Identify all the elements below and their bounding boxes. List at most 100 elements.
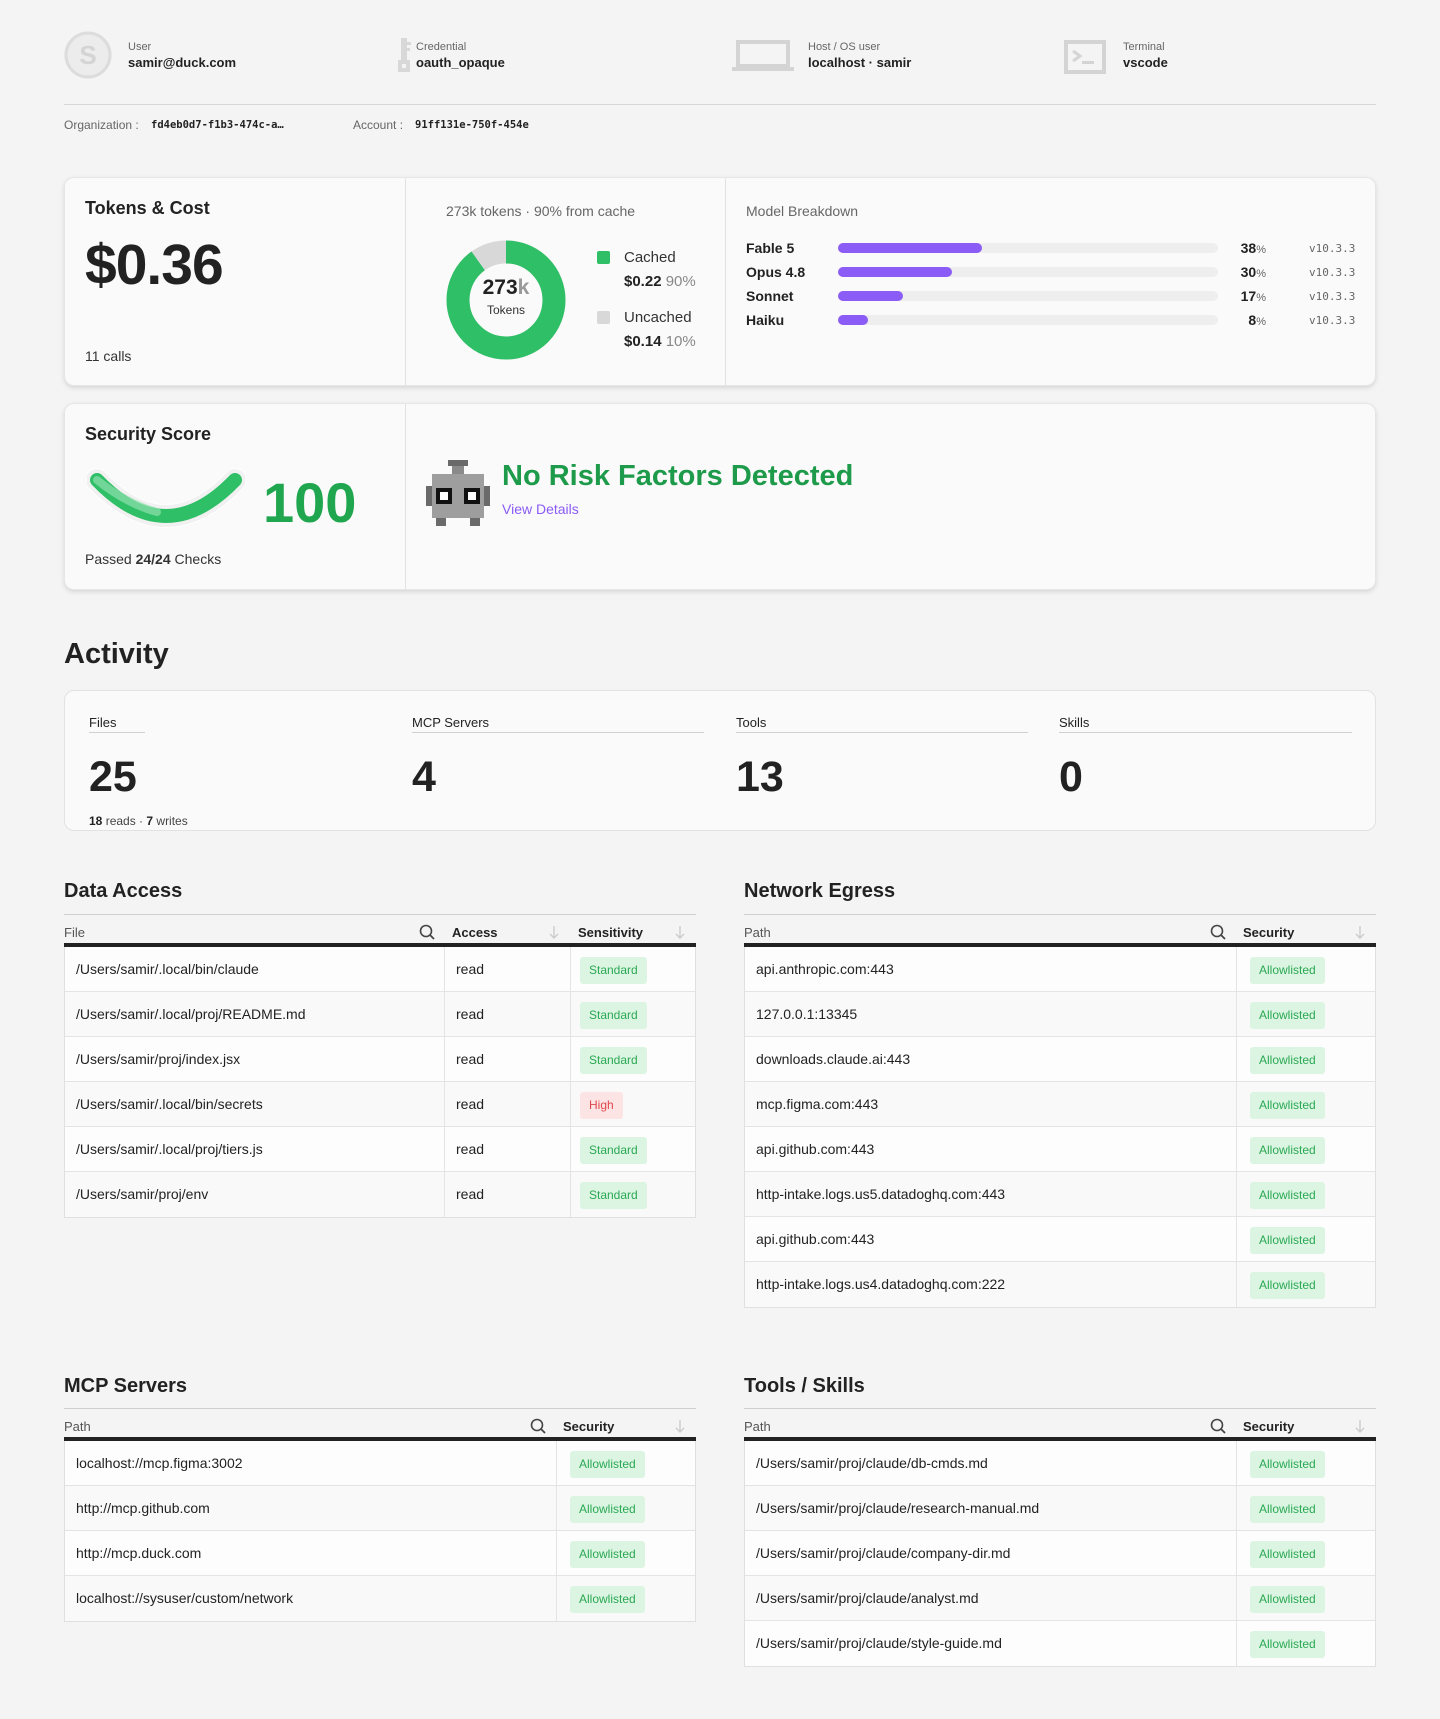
- table-row[interactable]: localhost://sysuser/custom/network Allowl…: [65, 1576, 695, 1621]
- security-card: Security Score 100 Passed 24/24 Checks N…: [64, 403, 1376, 590]
- sort-arrow-icon[interactable]: [1354, 925, 1366, 940]
- model-percent: 38%: [1226, 240, 1266, 256]
- status-badge: Standard: [580, 1002, 647, 1029]
- search-icon[interactable]: [530, 1418, 546, 1434]
- col-path[interactable]: Path: [64, 1419, 91, 1434]
- model-row: Sonnet 17% v10.3.3: [746, 286, 1355, 306]
- search-icon[interactable]: [1210, 924, 1226, 940]
- cell-divider: [444, 992, 445, 1036]
- cached-value-row: $0.22 90%: [624, 273, 696, 290]
- stat-tools-value: 13: [736, 753, 784, 801]
- table-row[interactable]: /Users/samir/proj/claude/analyst.md Allow…: [745, 1576, 1375, 1621]
- table-row[interactable]: api.anthropic.com:443 Allowlisted: [745, 947, 1375, 992]
- model-percent: 8%: [1226, 312, 1266, 328]
- path-cell: localhost://sysuser/custom/network: [76, 1590, 294, 1606]
- security-title: Security Score: [85, 424, 212, 444]
- access-type: read: [456, 1186, 485, 1202]
- col-path[interactable]: Path: [744, 925, 771, 940]
- col-access[interactable]: Access: [452, 925, 498, 940]
- reads-count: 18: [89, 814, 103, 828]
- cell-divider: [570, 1082, 571, 1126]
- view-details-link[interactable]: View Details: [502, 501, 579, 517]
- model-bar-fill: [838, 243, 983, 253]
- status-badge: Allowlisted: [1250, 1586, 1325, 1613]
- table-row[interactable]: localhost://mcp.figma:3002 Allowlisted: [65, 1441, 695, 1486]
- search-icon[interactable]: [1210, 1418, 1226, 1434]
- access-type: read: [456, 961, 485, 977]
- table-row[interactable]: api.github.com:443 Allowlisted: [745, 1127, 1375, 1172]
- table-row[interactable]: /Users/samir/.local/bin/secrets read High: [65, 1082, 695, 1127]
- col-sensitivity[interactable]: Sensitivity: [578, 925, 644, 940]
- cell-divider: [556, 1486, 557, 1530]
- cell-divider: [1236, 947, 1237, 991]
- stat-files-underline: [89, 732, 145, 733]
- sort-arrow-icon[interactable]: [548, 925, 560, 940]
- table-row[interactable]: downloads.claude.ai:443 Allowlisted: [745, 1037, 1375, 1082]
- col-path[interactable]: Path: [744, 1419, 771, 1434]
- table-row[interactable]: /Users/samir/.local/proj/README.md read St…: [65, 992, 695, 1037]
- score-smile-gauge: [87, 468, 245, 528]
- identity-credential: Credential oauth_opaque: [394, 30, 694, 90]
- status-badge: Allowlisted: [570, 1586, 645, 1613]
- table-row[interactable]: /Users/samir/.local/proj/tiers.js read Sta…: [65, 1127, 695, 1172]
- laptop-icon: [732, 40, 794, 71]
- table-row[interactable]: api.github.com:443 Allowlisted: [745, 1217, 1375, 1262]
- security-status-panel: No Risk Factors Detected View Details: [406, 404, 1375, 589]
- data-access-header: File Access Sensitivity: [64, 914, 696, 947]
- col-security[interactable]: Security: [1243, 1419, 1295, 1434]
- status-badge: Allowlisted: [1250, 1227, 1325, 1254]
- terminal-label: Terminal: [1123, 41, 1165, 53]
- user-label: User: [128, 41, 152, 53]
- status-badge: Allowlisted: [1250, 1047, 1325, 1074]
- table-row[interactable]: http://mcp.github.com Allowlisted: [65, 1486, 695, 1531]
- table-row[interactable]: mcp.figma.com:443 Allowlisted: [745, 1082, 1375, 1127]
- path-cell: 127.0.0.1:13345: [756, 1006, 858, 1022]
- uncached-swatch: [597, 311, 610, 324]
- table-row[interactable]: http-intake.logs.us4.datadoghq.com:222 Al…: [745, 1262, 1375, 1307]
- organization-label: Organization :: [64, 118, 139, 132]
- identity-host: Host / OS user localhost · samir: [732, 30, 1032, 90]
- cell-divider: [1236, 1486, 1237, 1530]
- stat-mcp-value: 4: [412, 753, 436, 801]
- col-file[interactable]: File: [64, 925, 85, 940]
- search-icon[interactable]: [419, 924, 435, 940]
- table-row[interactable]: /Users/samir/proj/env read Standard: [65, 1172, 695, 1217]
- model-percent-value: 38: [1240, 240, 1257, 256]
- table-row[interactable]: /Users/samir/proj/claude/research-manual…: [745, 1486, 1375, 1531]
- avatar-letter-icon: S: [64, 31, 112, 79]
- table-row[interactable]: http-intake.logs.us5.datadoghq.com:443 Al…: [745, 1172, 1375, 1217]
- col-security[interactable]: Security: [563, 1419, 615, 1434]
- status-badge: Allowlisted: [1250, 1631, 1325, 1658]
- table-row[interactable]: 127.0.0.1:13345 Allowlisted: [745, 992, 1375, 1037]
- cell-divider: [556, 1531, 557, 1575]
- model-percent: 30%: [1226, 264, 1266, 280]
- network-egress-title: Network Egress: [744, 880, 896, 902]
- status-badge: Allowlisted: [1250, 1002, 1325, 1029]
- model-bar-track: [838, 243, 1218, 253]
- donut-value: 273: [482, 276, 518, 299]
- cell-divider: [556, 1576, 557, 1621]
- model-name: Opus 4.8: [746, 264, 806, 280]
- col-security[interactable]: Security: [1243, 925, 1295, 940]
- identity-user: S User samir@duck.com: [64, 30, 364, 90]
- sort-arrow-icon[interactable]: [674, 925, 686, 940]
- path-cell: http-intake.logs.us5.datadoghq.com:443: [756, 1186, 1006, 1202]
- table-row[interactable]: /Users/samir/proj/claude/db-cmds.md Allow…: [745, 1441, 1375, 1486]
- table-row[interactable]: /Users/samir/proj/index.jsx read Standard: [65, 1037, 695, 1082]
- stat-skills-label: Skills: [1059, 715, 1090, 730]
- status-badge: High: [580, 1092, 623, 1119]
- host-label: Host / OS user: [808, 41, 881, 53]
- sort-arrow-icon[interactable]: [1354, 1419, 1366, 1434]
- model-name: Fable 5: [746, 240, 795, 256]
- sort-arrow-icon[interactable]: [674, 1419, 686, 1434]
- model-version: v10.3.3: [1309, 266, 1356, 279]
- table-row[interactable]: /Users/samir/proj/claude/style-guide.md A…: [745, 1621, 1375, 1666]
- identity-bar: S User samir@duck.com Credential oauth_o…: [64, 30, 1376, 105]
- cell-divider: [444, 1037, 445, 1081]
- table-row[interactable]: /Users/samir/proj/claude/company-dir.md A…: [745, 1531, 1375, 1576]
- table-row[interactable]: /Users/samir/.local/bin/claude read Standa…: [65, 947, 695, 992]
- status-badge: Allowlisted: [570, 1451, 645, 1478]
- path-cell: http://mcp.github.com: [76, 1500, 210, 1516]
- table-row[interactable]: http://mcp.duck.com Allowlisted: [65, 1531, 695, 1576]
- status-badge: Allowlisted: [570, 1496, 645, 1523]
